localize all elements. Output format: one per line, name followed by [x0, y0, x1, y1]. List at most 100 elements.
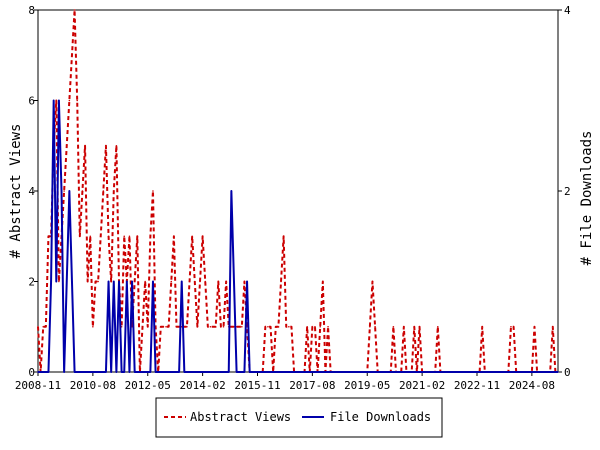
- data-point: [267, 325, 269, 328]
- data-point: [238, 325, 241, 328]
- x-axis: 2008-11 2010-08 2012-05 2014-02 2015-11 2017-…: [15, 372, 555, 392]
- legend-label-file-downloads: File Downloads: [330, 410, 431, 424]
- x-tick-label: 2012-05: [125, 379, 171, 392]
- data-point: [123, 371, 126, 373]
- data-point: [71, 54, 73, 57]
- data-point: [481, 325, 484, 328]
- data-point: [131, 280, 133, 283]
- data-point: [120, 371, 123, 373]
- data-point: [306, 325, 308, 328]
- data-point: [201, 235, 204, 238]
- data-point: [68, 99, 71, 102]
- data-point: [45, 325, 47, 328]
- data-point: [322, 280, 324, 283]
- data-point: [280, 280, 282, 283]
- data-point: [214, 325, 217, 328]
- data-point: [65, 280, 68, 283]
- data-point: [118, 280, 120, 283]
- data-point: [149, 235, 152, 238]
- data-point: [37, 371, 39, 373]
- x-tick-label: 2010-08: [70, 379, 116, 392]
- data-point: [230, 190, 233, 192]
- data-point: [233, 280, 235, 283]
- data-point: [112, 280, 115, 283]
- legend-box: [155, 397, 443, 438]
- data-point: [220, 325, 222, 328]
- data-point: [551, 325, 554, 328]
- data-point: [243, 280, 246, 283]
- data-point: [557, 371, 559, 373]
- data-point: [110, 280, 112, 283]
- data-point: [186, 325, 188, 328]
- plot-area: [37, 9, 559, 373]
- data-point: [50, 280, 52, 283]
- data-point: [136, 235, 139, 238]
- data-point: [107, 280, 110, 283]
- data-point: [58, 280, 60, 283]
- data-point: [81, 190, 84, 192]
- data-point: [47, 371, 50, 373]
- data-point: [235, 371, 238, 373]
- data-point: [71, 280, 73, 283]
- data-point: [248, 371, 251, 373]
- data-point: [288, 325, 290, 328]
- data-point: [58, 99, 60, 102]
- y-right-tick-label: 0: [564, 366, 571, 379]
- y-axis-left: 0 2 4 6 8: [28, 4, 38, 379]
- data-point: [374, 325, 376, 328]
- legend: Abstract Views File Downloads: [155, 397, 443, 438]
- data-point: [230, 325, 233, 328]
- data-point: [369, 325, 371, 328]
- data-point: [86, 280, 89, 283]
- data-point: [152, 280, 154, 283]
- data-point: [128, 235, 131, 238]
- y-left-tick-label: 2: [28, 276, 35, 289]
- data-point: [225, 280, 227, 283]
- data-point: [277, 325, 280, 328]
- data-point: [99, 235, 102, 238]
- data-point: [52, 99, 55, 102]
- data-point: [199, 280, 201, 283]
- data-point: [92, 325, 94, 328]
- data-point: [149, 371, 152, 373]
- data-point: [314, 325, 316, 328]
- data-point: [264, 325, 267, 328]
- data-point: [212, 325, 214, 328]
- series-layer: [37, 9, 559, 373]
- data-point: [60, 190, 63, 192]
- data-point: [170, 280, 173, 283]
- data-point: [178, 371, 180, 373]
- data-point: [269, 325, 272, 328]
- data-point: [102, 190, 105, 192]
- y-axis-right: 0 2 4: [558, 4, 571, 379]
- data-point: [204, 280, 207, 283]
- data-point: [162, 325, 165, 328]
- data-point: [76, 371, 78, 373]
- data-point: [160, 325, 162, 328]
- data-point: [65, 144, 68, 147]
- data-point: [73, 371, 76, 373]
- data-point: [76, 99, 78, 102]
- data-point: [37, 325, 39, 328]
- x-tick-label: 2024-08: [509, 379, 555, 392]
- data-point: [209, 325, 212, 328]
- data-point: [510, 325, 512, 328]
- data-point: [222, 325, 225, 328]
- data-point: [128, 371, 131, 373]
- data-point: [437, 325, 439, 328]
- y-left-tick-label: 6: [28, 95, 35, 108]
- data-point: [141, 325, 144, 328]
- data-point: [290, 325, 293, 328]
- data-point: [193, 280, 196, 283]
- y-right-tick-label: 4: [564, 4, 571, 17]
- data-point: [165, 325, 167, 328]
- data-point: [123, 235, 126, 238]
- data-point: [55, 280, 58, 283]
- data-point: [133, 371, 136, 373]
- data-point: [175, 325, 178, 328]
- y-right-tick-label: 2: [564, 185, 571, 198]
- data-point: [413, 325, 416, 328]
- data-point: [63, 371, 65, 373]
- data-point: [241, 325, 243, 328]
- legend-label-abstract-views: Abstract Views: [190, 410, 291, 424]
